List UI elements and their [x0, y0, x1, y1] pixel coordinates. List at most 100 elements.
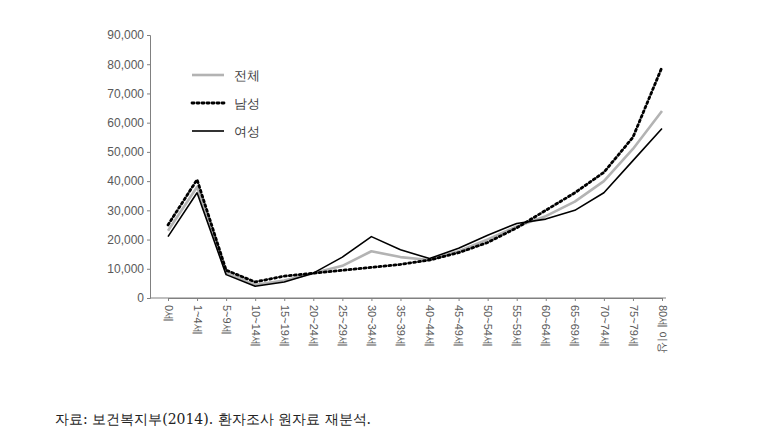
legend-label: 여성	[234, 124, 260, 139]
x-tick: 1~4세	[192, 298, 204, 335]
x-tick-label: 40~44세	[424, 305, 436, 347]
y-tick: 80,000	[107, 58, 150, 72]
source-note: 자료: 보건복지부(2014). 환자조사 원자료 재분석.	[55, 411, 371, 427]
y-tick-mark	[147, 152, 150, 153]
x-tick-label: 30~34세	[366, 305, 378, 347]
x-tick: 45~49세	[453, 298, 465, 347]
y-tick: 70,000	[107, 87, 150, 101]
x-tick-mark	[459, 298, 460, 301]
x-tick-mark	[575, 298, 576, 301]
x-tick: 10~14세	[250, 298, 262, 347]
x-tick: 15~19세	[279, 298, 291, 347]
y-tick-label: 60,000	[107, 116, 144, 130]
x-tick-mark	[488, 298, 489, 301]
x-tick-label: 80세 이상	[657, 305, 669, 353]
x-tick: 40~44세	[424, 298, 436, 347]
x-tick-label: 10~14세	[250, 305, 262, 347]
x-tick-mark	[633, 298, 634, 301]
y-tick-label: 80,000	[107, 58, 144, 72]
x-tick-label: 20~24세	[308, 305, 320, 347]
x-tick-mark	[313, 298, 314, 301]
x-tick-label: 65~69세	[569, 305, 581, 347]
lines	[168, 67, 662, 286]
y-tick-label: 50,000	[107, 145, 144, 159]
x-tick: 80세 이상	[657, 298, 669, 353]
x-tick-mark	[400, 298, 401, 301]
legend-swatch	[192, 130, 224, 132]
x-tick-mark	[226, 298, 227, 301]
y-tick-mark	[147, 269, 150, 270]
y-tick-mark	[147, 240, 150, 241]
y-tick-label: 0	[137, 291, 144, 305]
x-tick-label: 60~64세	[540, 305, 552, 347]
x-tick: 50~54세	[482, 298, 494, 347]
series-line	[168, 67, 662, 282]
x-tick: 5~9세	[221, 298, 233, 335]
x-tick-mark	[371, 298, 372, 301]
x-tick-label: 5~9세	[221, 305, 233, 335]
x-axis-line	[169, 299, 663, 302]
x-tick: 55~59세	[511, 298, 523, 347]
x-tick: 20~24세	[308, 298, 320, 347]
x-tick-label: 75~79세	[628, 305, 640, 347]
x-tick-label: 0세	[163, 305, 175, 322]
y-tick: 60,000	[107, 116, 150, 130]
y-tick: 20,000	[107, 233, 150, 247]
y-tick-mark	[147, 298, 150, 299]
x-tick-label: 55~59세	[511, 305, 523, 347]
x-tick-mark	[284, 298, 285, 301]
x-tick-mark	[197, 298, 198, 301]
y-tick: 0	[137, 291, 150, 305]
x-axis: 0세 1~4세 5~9세 10~14세 15~19세 20~24세 25~29세 30~34세…	[163, 298, 669, 353]
legend-swatch	[192, 74, 224, 77]
x-tick-label: 35~39세	[395, 305, 407, 347]
y-tick-label: 30,000	[107, 204, 144, 218]
y-tick: 40,000	[107, 174, 150, 188]
x-tick-mark	[662, 298, 663, 301]
x-tick: 0세	[163, 298, 175, 322]
y-tick-mark	[147, 64, 150, 65]
x-tick-label: 45~49세	[453, 305, 465, 347]
x-tick-mark	[546, 298, 547, 301]
y-tick-mark	[147, 210, 150, 211]
y-tick-label: 40,000	[107, 174, 144, 188]
y-tick: 10,000	[107, 262, 150, 276]
y-tick-label: 20,000	[107, 233, 144, 247]
y-tick-mark	[147, 123, 150, 124]
legend-label: 전체	[234, 68, 260, 83]
x-tick-mark	[430, 298, 431, 301]
x-tick-mark	[342, 298, 343, 301]
series-line	[168, 111, 662, 285]
x-tick: 60~64세	[540, 298, 552, 347]
x-tick-label: 15~19세	[279, 305, 291, 347]
legend-label: 남성	[234, 96, 260, 111]
y-tick-label: 10,000	[107, 262, 144, 276]
x-tick-mark	[168, 298, 169, 301]
legend-swatch	[192, 102, 224, 105]
x-tick-mark	[255, 298, 256, 301]
y-axis-line	[147, 36, 151, 299]
legend: 전체남성여성	[192, 68, 260, 139]
x-tick: 65~69세	[569, 298, 581, 347]
x-tick-label: 25~29세	[337, 305, 349, 347]
x-tick-mark	[517, 298, 518, 301]
y-tick: 30,000	[107, 204, 150, 218]
y-tick-mark	[147, 93, 150, 94]
y-tick-label: 90,000	[107, 28, 144, 42]
chart: 0 10,000 20,000 30,000 40,000 50,000 60,000 70,…	[0, 0, 782, 439]
x-tick-label: 70~74세	[599, 305, 611, 347]
x-tick: 70~74세	[599, 298, 611, 347]
x-tick: 30~34세	[366, 298, 378, 347]
y-tick: 90,000	[107, 28, 150, 42]
y-tick-label: 70,000	[107, 87, 144, 101]
y-tick: 50,000	[107, 145, 150, 159]
y-axis: 0 10,000 20,000 30,000 40,000 50,000 60,000 70,…	[107, 28, 150, 305]
x-tick: 25~29세	[337, 298, 349, 347]
x-tick: 35~39세	[395, 298, 407, 347]
y-tick-mark	[147, 181, 150, 182]
x-tick: 75~79세	[628, 298, 640, 347]
x-tick-mark	[604, 298, 605, 301]
series-line	[168, 129, 662, 287]
y-tick-mark	[147, 35, 150, 36]
x-tick-label: 50~54세	[482, 305, 494, 347]
